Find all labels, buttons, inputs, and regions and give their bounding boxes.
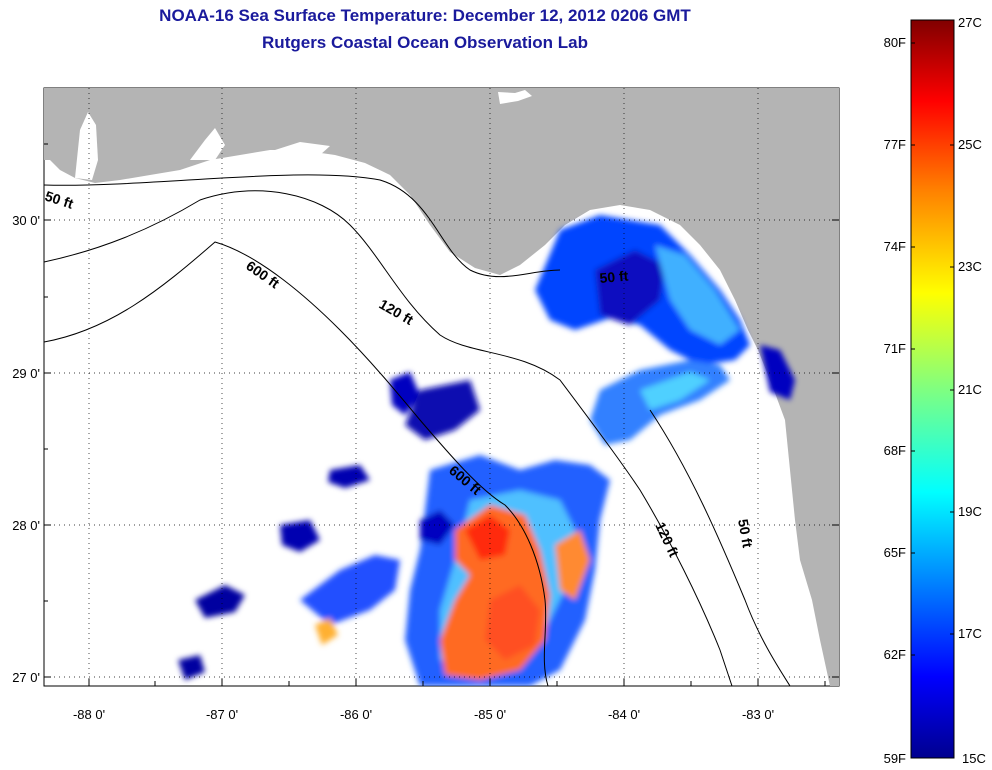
y-tick-label: 29 0' (12, 366, 40, 381)
colorbar-f-label: 65F (884, 545, 906, 560)
colorbar-c-label: 21C (958, 382, 982, 397)
sst-blob (655, 245, 740, 345)
y-tick-label: 28 0' (12, 518, 40, 533)
sst-blob (465, 515, 510, 560)
x-tick-label: -87 0' (206, 707, 238, 722)
colorbar-c-label: 27C (958, 15, 982, 30)
lake-spot (498, 90, 532, 104)
colorbar-ticks (911, 42, 954, 656)
x-tick-label: -84 0' (608, 707, 640, 722)
sst-blob (640, 372, 710, 410)
colorbar-f-label: 68F (884, 443, 906, 458)
x-tick-label: -88 0' (73, 707, 105, 722)
sst-blob (485, 585, 540, 660)
x-tick-label: -86 0' (340, 707, 372, 722)
sst-blob (555, 530, 590, 600)
y-tick-label: 27 0' (12, 670, 40, 685)
frame-ticks (44, 143, 839, 686)
x-tick-label: -85 0' (474, 707, 506, 722)
contour-label-50ft: 50 ft (735, 518, 756, 549)
contour-50ft (44, 174, 791, 686)
sst-blob (315, 618, 338, 645)
colorbar (910, 19, 955, 759)
sst-blob (390, 372, 420, 415)
sst-blob (760, 345, 795, 400)
sst-blob (300, 555, 400, 625)
colorbar-c-label: 19C (958, 504, 982, 519)
map-title: NOAA-16 Sea Surface Temperature: Decembe… (159, 6, 691, 25)
colorbar-c-label: 23C (958, 259, 982, 274)
sst-blob (280, 520, 320, 552)
sst-blob (195, 585, 245, 618)
colorbar-c-label: 17C (958, 626, 982, 641)
sst-blob (328, 465, 370, 488)
y-tick-label: 30 0' (12, 213, 40, 228)
contour-600ft (44, 241, 549, 686)
colorbar-f-label: 59F (884, 751, 906, 766)
sst-blob (178, 655, 205, 680)
colorbar-c-label: 15C (962, 751, 986, 766)
contour-label-50ft: 50 ft (599, 268, 629, 286)
colorbar-f-label: 71F (884, 341, 906, 356)
map-subtitle: Rutgers Coastal Ocean Observation Lab (262, 33, 588, 52)
x-tick-label: -83 0' (742, 707, 774, 722)
colorbar-f-label: 77F (884, 137, 906, 152)
sst-blob (595, 250, 665, 325)
bay-inlet (275, 142, 330, 156)
colorbar-c-label: 25C (958, 137, 982, 152)
sst-field (178, 215, 795, 686)
mobile-bay (75, 112, 98, 180)
sst-blob (420, 510, 455, 545)
colorbar-f-label: 62F (884, 647, 906, 662)
contour-120ft (44, 190, 733, 686)
bay-inlet (190, 128, 225, 160)
land-mass (44, 88, 839, 686)
colorbar-f-label: 74F (884, 239, 906, 254)
colorbar-f-label: 80F (884, 35, 906, 50)
